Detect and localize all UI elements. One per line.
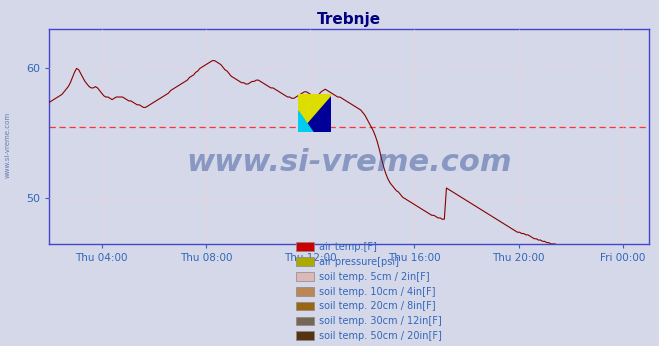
Text: www.si-vreme.com: www.si-vreme.com xyxy=(186,148,512,177)
Polygon shape xyxy=(299,111,313,133)
Text: www.si-vreme.com: www.si-vreme.com xyxy=(4,112,11,179)
Polygon shape xyxy=(299,94,331,133)
Title: Trebnje: Trebnje xyxy=(317,12,382,27)
Polygon shape xyxy=(299,94,331,133)
Legend: air temp.[F], air pressure[psi], soil temp. 5cm / 2in[F], soil temp. 10cm / 4in[: air temp.[F], air pressure[psi], soil te… xyxy=(297,242,442,341)
